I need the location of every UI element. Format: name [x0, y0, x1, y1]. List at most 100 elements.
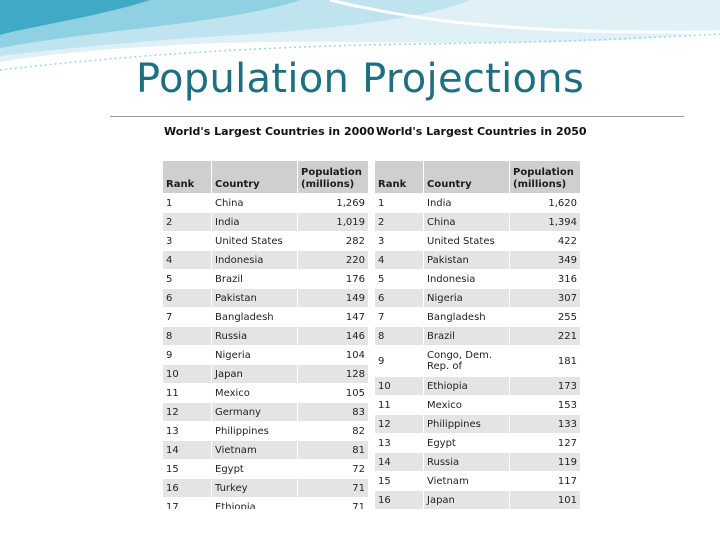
- table-row: 13 Philippines 82: [162, 421, 369, 441]
- population-cell: 81: [297, 440, 369, 460]
- population-cell: 349: [509, 250, 581, 270]
- rank-cell: 6: [162, 288, 212, 308]
- table-row: 15 Egypt 72: [162, 459, 369, 479]
- country-cell: India: [211, 212, 298, 232]
- rank-cell: 7: [374, 307, 424, 327]
- rank-cell: 15: [162, 459, 212, 479]
- population-cell: 72: [297, 459, 369, 479]
- country-cell: Mexico: [423, 395, 510, 415]
- rank-cell: 12: [162, 402, 212, 422]
- population-cell: 220: [297, 250, 369, 270]
- table-row: 14 Russia 119: [374, 452, 581, 472]
- table-heading-2050: World's Largest Countries in 2050: [376, 125, 587, 138]
- table-image-frame: World's Largest Countries in 2000 Rank C…: [110, 116, 684, 509]
- country-cell: Pakistan: [211, 288, 298, 308]
- table-body-2050: 1 India 1,620 2 China 1,394 3 United States 422 4…: [374, 193, 581, 509]
- table-row: 6 Pakistan 149: [162, 288, 369, 308]
- rank-cell: 8: [374, 326, 424, 346]
- slide-title: Population Projections: [136, 56, 585, 102]
- population-cell: 82: [297, 421, 369, 441]
- table-row: 4 Pakistan 349: [374, 250, 581, 270]
- column-header-country: Country: [423, 160, 510, 194]
- column-header-rank: Rank: [162, 160, 212, 194]
- population-cell: 181: [509, 345, 581, 377]
- country-cell: Nigeria: [423, 288, 510, 308]
- country-cell: United States: [423, 231, 510, 251]
- country-cell: Brazil: [211, 269, 298, 289]
- rank-cell: 15: [374, 471, 424, 491]
- population-cell: 149: [297, 288, 369, 308]
- table-row: 14 Vietnam 81: [162, 440, 369, 460]
- rank-cell: 1: [374, 193, 424, 213]
- rank-cell: 2: [374, 212, 424, 232]
- country-cell: United States: [211, 231, 298, 251]
- population-cell: 127: [509, 433, 581, 453]
- population-cell: 153: [509, 395, 581, 415]
- rank-cell: 1: [162, 193, 212, 213]
- wave-band-dark: [0, 0, 150, 35]
- rank-cell: 4: [374, 250, 424, 270]
- population-cell: 71: [297, 497, 369, 509]
- country-cell: Nigeria: [211, 345, 298, 365]
- rank-cell: 5: [374, 269, 424, 289]
- rank-cell: 16: [162, 478, 212, 498]
- table-row: 1 India 1,620: [374, 193, 581, 213]
- rank-cell: 7: [162, 307, 212, 327]
- population-table-2050: Rank Country Population (millions) 1 Indi…: [374, 160, 581, 509]
- population-cell: 71: [297, 478, 369, 498]
- rank-cell: 11: [162, 383, 212, 403]
- table-row: 11 Mexico 105: [162, 383, 369, 403]
- table-row: 10 Japan 128: [162, 364, 369, 384]
- rank-cell: 10: [162, 364, 212, 384]
- table-row: 2 India 1,019: [162, 212, 369, 232]
- rank-cell: 3: [374, 231, 424, 251]
- table-header-row: Rank Country Population (millions): [374, 160, 581, 194]
- country-cell: China: [423, 212, 510, 232]
- population-cell: 83: [297, 402, 369, 422]
- rank-cell: 16: [374, 490, 424, 509]
- table-row: 3 United States 282: [162, 231, 369, 251]
- population-table-2000: Rank Country Population (millions) 1 Chin…: [162, 160, 369, 509]
- table-row: 9 Nigeria 104: [162, 345, 369, 365]
- rank-cell: 13: [162, 421, 212, 441]
- country-cell: Turkey: [211, 478, 298, 498]
- population-cell: 104: [297, 345, 369, 365]
- country-cell: Philippines: [423, 414, 510, 434]
- country-cell: Germany: [211, 402, 298, 422]
- table-row: 2 China 1,394: [374, 212, 581, 232]
- country-cell: Vietnam: [423, 471, 510, 491]
- population-cell: 307: [509, 288, 581, 308]
- table-body-2000: 1 China 1,269 2 India 1,019 3 United States 282 4…: [162, 193, 369, 509]
- table-header-row: Rank Country Population (millions): [162, 160, 369, 194]
- population-cell: 221: [509, 326, 581, 346]
- wave-line-white: [329, 0, 720, 34]
- table-row: 11 Mexico 153: [374, 395, 581, 415]
- rank-cell: 13: [374, 433, 424, 453]
- rank-cell: 9: [374, 345, 424, 377]
- population-cell: 105: [297, 383, 369, 403]
- population-cell: 1,394: [509, 212, 581, 232]
- country-cell: Bangladesh: [211, 307, 298, 327]
- country-cell: Congo, Dem. Rep. of: [423, 345, 510, 377]
- country-cell: Vietnam: [211, 440, 298, 460]
- table-row: 12 Germany 83: [162, 402, 369, 422]
- population-cell: 147: [297, 307, 369, 327]
- population-cell: 1,019: [297, 212, 369, 232]
- population-cell: 255: [509, 307, 581, 327]
- population-cell: 117: [509, 471, 581, 491]
- rank-cell: 12: [374, 414, 424, 434]
- rank-cell: 2: [162, 212, 212, 232]
- rank-cell: 3: [162, 231, 212, 251]
- table-row: 7 Bangladesh 255: [374, 307, 581, 327]
- country-cell: Ethiopia: [211, 497, 298, 509]
- rank-cell: 10: [374, 376, 424, 396]
- country-cell: Brazil: [423, 326, 510, 346]
- table-row: 17 Ethiopia 71: [162, 497, 369, 509]
- country-cell: Egypt: [211, 459, 298, 479]
- column-header-population: Population (millions): [297, 160, 369, 194]
- table-row: 15 Vietnam 117: [374, 471, 581, 491]
- country-cell: Japan: [211, 364, 298, 384]
- table-row: 8 Russia 146: [162, 326, 369, 346]
- country-cell: Russia: [423, 452, 510, 472]
- column-header-country: Country: [211, 160, 298, 194]
